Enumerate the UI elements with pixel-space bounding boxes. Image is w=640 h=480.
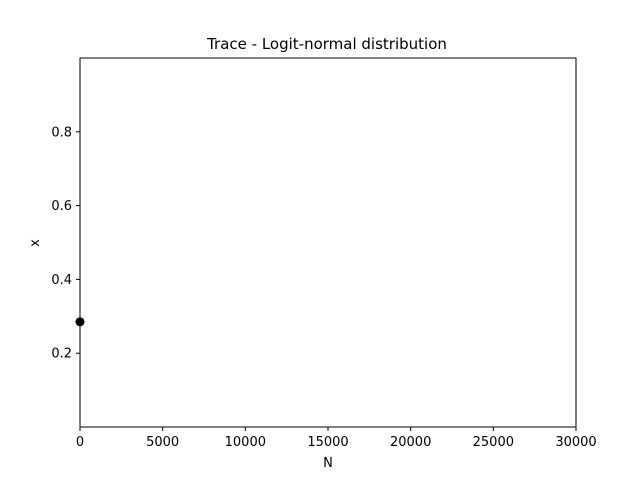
data-points: [75, 317, 85, 327]
x-tick-label: 0: [76, 435, 84, 450]
y-tick-label: 0.2: [51, 347, 72, 362]
y-axis-ticks: 0.2 0.4 0.6 0.8: [51, 125, 80, 362]
plot-area: 0 5000 10000 15000 20000 25000 30000 0.2 0.4 0.6…: [51, 57, 597, 450]
x-tick-label: 30000: [555, 435, 596, 450]
y-tick-label: 0.8: [51, 125, 72, 140]
x-tick-label: 20000: [390, 435, 431, 450]
chart-title: Trace - Logit-normal distribution: [206, 35, 447, 53]
x-tick-label: 10000: [225, 435, 266, 450]
x-tick-label: 25000: [473, 435, 514, 450]
x-axis-label: N: [323, 456, 333, 471]
data-point: [75, 317, 85, 327]
y-tick-label: 0.6: [51, 199, 72, 214]
x-tick-label: 5000: [146, 435, 179, 450]
y-tick-label: 0.4: [51, 273, 72, 288]
x-tick-label: 15000: [307, 435, 348, 450]
x-axis-ticks: 0 5000 10000 15000 20000 25000 30000: [76, 427, 597, 450]
y-axis-label: x: [28, 239, 43, 247]
